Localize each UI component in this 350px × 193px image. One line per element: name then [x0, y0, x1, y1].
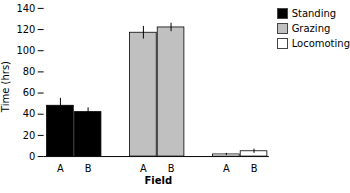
svg-text:80: 80	[23, 66, 36, 77]
svg-text:60: 60	[23, 87, 36, 98]
svg-text:40: 40	[23, 108, 36, 119]
svg-text:A: A	[57, 163, 64, 173]
html-text:Grazing: Grazing	[291, 23, 331, 34]
svg-text:0: 0	[29, 151, 35, 162]
svg-text:B: B	[250, 163, 257, 173]
svg-text:140: 140	[16, 3, 35, 14]
html-text:Standing: Standing	[291, 8, 337, 19]
svg-text:100: 100	[16, 45, 35, 56]
svg-text:20: 20	[23, 130, 36, 141]
html-text:Field: Field	[144, 174, 173, 186]
svg-text:120: 120	[16, 24, 35, 35]
html-text:Time (hrs): Time (hrs)	[0, 61, 11, 113]
svg-text:B: B	[168, 163, 175, 173]
html-text:Locomoting: Locomoting	[291, 38, 350, 49]
svg-text:A: A	[223, 163, 230, 173]
svg-text:B: B	[85, 163, 92, 173]
svg-text:A: A	[140, 163, 147, 173]
